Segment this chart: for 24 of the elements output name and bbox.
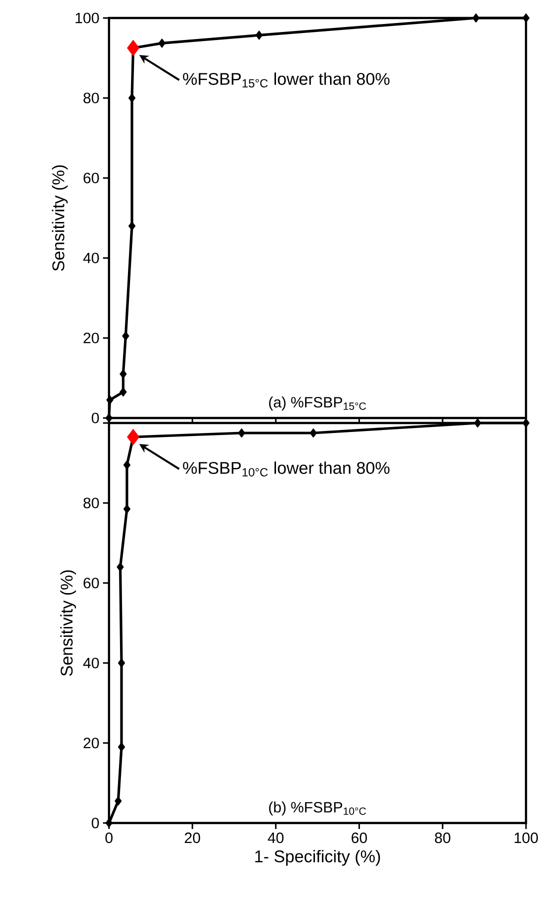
x-axis-title: 1- Specificity (%) <box>255 850 380 866</box>
y-tick-label: 60 <box>84 578 99 588</box>
x-tick-label: 0 <box>105 832 113 844</box>
y-tick-label: 0 <box>92 412 99 424</box>
y-tick-label: 0 <box>92 818 99 828</box>
annotation: %FSBP$_{10°C}$ lower than 80% <box>182 462 390 476</box>
annotation: %FSBP$_{15°C}$ lower than 80% <box>182 72 390 88</box>
x-tick-label: 20 <box>184 832 200 844</box>
y-tick-label: 20 <box>84 738 99 748</box>
text: (b) %FSBP$_{10°C}$ <box>269 802 366 816</box>
y-tick-label: 100 <box>76 12 99 24</box>
y-tick-label: 20 <box>84 332 99 344</box>
text: (a) %FSBP$_{15°C}$ <box>269 396 366 410</box>
x-tick-label: 40 <box>268 832 284 844</box>
x-tick-label: 60 <box>352 832 367 844</box>
y-axis-title: Sensitivity (%) <box>52 165 68 271</box>
y-tick-label: 60 <box>84 172 99 184</box>
x-tick-label: 100 <box>514 832 538 844</box>
y-tick-label: 80 <box>84 498 99 508</box>
y-tick-label: 80 <box>84 92 99 104</box>
y-tick-label: 40 <box>83 252 99 264</box>
y-axis-title: Sensitivity (%) <box>60 570 76 676</box>
y-tick-label: 40 <box>83 658 99 668</box>
x-tick-label: 80 <box>434 832 450 844</box>
